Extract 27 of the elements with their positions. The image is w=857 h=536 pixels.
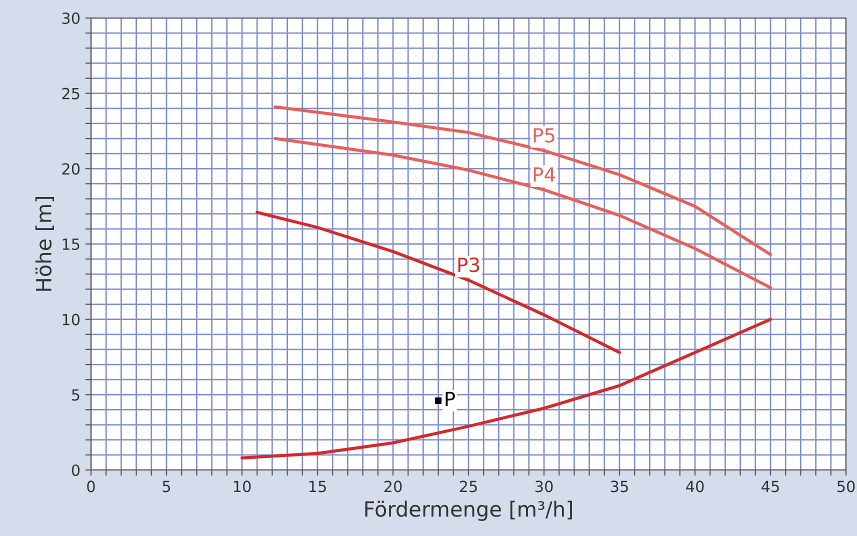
x-tick-label: 35 bbox=[610, 480, 628, 492]
x-axis-title: Fördermenge [m³/h] bbox=[365, 500, 572, 521]
series-label: P bbox=[446, 392, 455, 406]
x-tick-label: 45 bbox=[762, 480, 779, 492]
series-label: P4 bbox=[534, 167, 555, 182]
x-tick-label: 10 bbox=[234, 480, 251, 492]
y-tick-label: 15 bbox=[62, 238, 80, 250]
line-series bbox=[256, 210, 622, 354]
x-tick-label: 40 bbox=[686, 480, 704, 492]
x-tick-label: 30 bbox=[535, 480, 553, 492]
y-axis-title: Höhe [m] bbox=[35, 196, 54, 291]
x-tick-label: 50 bbox=[837, 480, 855, 492]
line-series bbox=[240, 318, 772, 460]
y-tick-label: 10 bbox=[62, 314, 80, 326]
y-tick-label: 0 bbox=[72, 464, 80, 476]
x-tick-label: 25 bbox=[460, 480, 477, 492]
x-tick-label: 15 bbox=[309, 480, 326, 492]
y-tick-label: 25 bbox=[62, 88, 80, 100]
x-tick-label: 5 bbox=[162, 480, 170, 492]
x-tick-label: 0 bbox=[87, 480, 95, 492]
x-tick-label: 20 bbox=[384, 480, 402, 492]
y-tick-label: 30 bbox=[62, 12, 80, 24]
series-label: P3 bbox=[458, 258, 479, 272]
y-tick-label: 20 bbox=[62, 163, 80, 175]
series-label: P5 bbox=[534, 128, 554, 143]
y-tick-label: 5 bbox=[72, 389, 80, 401]
line-series bbox=[274, 105, 772, 256]
